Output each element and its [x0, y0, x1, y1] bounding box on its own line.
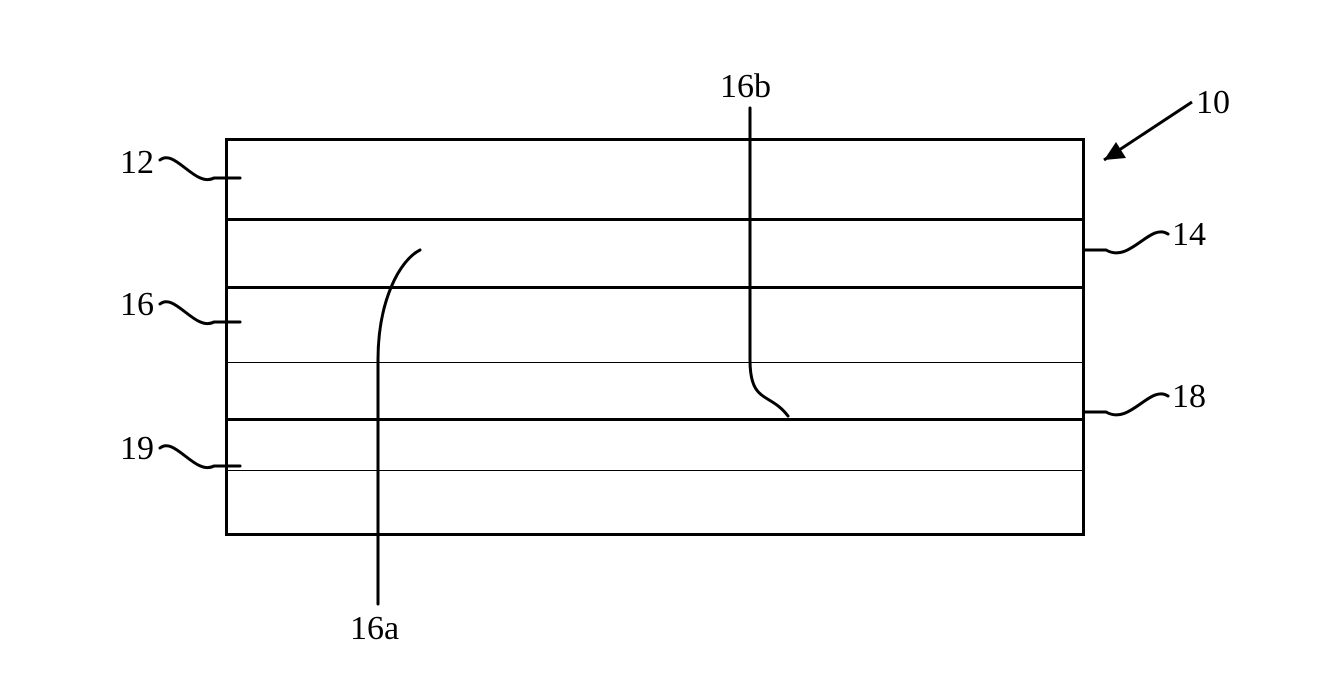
layer-divider-16b: [225, 362, 1085, 363]
layer-divider-14: [225, 218, 1085, 221]
arrow-10-shaft: [1104, 102, 1192, 160]
layer-divider-16a: [225, 286, 1085, 289]
diagram-canvas: 12 14 16 18 19 16a 16b 10: [0, 0, 1342, 692]
stack-outer: [225, 138, 1085, 536]
label-12: 12: [120, 144, 154, 182]
lead-14: [1084, 232, 1168, 253]
lead-18: [1084, 394, 1168, 415]
label-10: 10: [1196, 84, 1230, 122]
layer-divider-19: [225, 470, 1085, 471]
label-16a: 16a: [350, 610, 399, 648]
label-16: 16: [120, 286, 154, 324]
arrow-10-head: [1104, 142, 1126, 160]
label-16b: 16b: [720, 68, 771, 106]
label-14: 14: [1172, 216, 1206, 254]
label-19: 19: [120, 430, 154, 468]
label-18: 18: [1172, 378, 1206, 416]
layer-divider-18: [225, 418, 1085, 421]
